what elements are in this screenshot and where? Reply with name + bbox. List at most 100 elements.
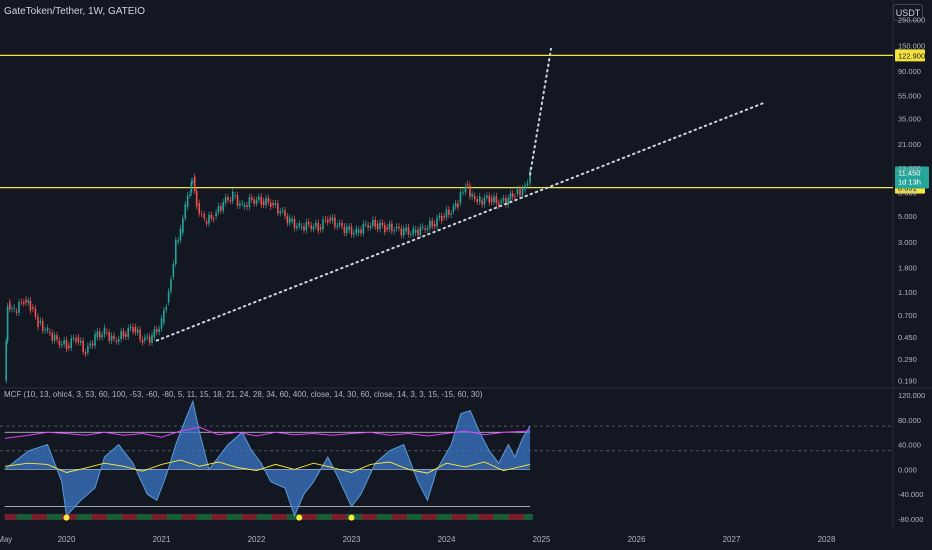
indicator-band-cell: [100, 513, 104, 520]
candle-body: [243, 205, 246, 208]
candle-body: [172, 263, 175, 277]
candle-body: [49, 331, 51, 334]
candle-body: [395, 226, 398, 229]
candle-body: [303, 226, 305, 231]
x-axis: May 2020 2021 2022 2023 2024 2025 2026 2027 2028: [0, 535, 836, 544]
indicator-band-cell: [250, 513, 254, 520]
candle-body: [82, 340, 84, 353]
candle-body: [353, 233, 355, 235]
indicator-band-cell: [199, 513, 203, 520]
candle-body: [398, 226, 400, 229]
candle-body: [193, 176, 196, 191]
indicator-band-cell: [4, 513, 8, 520]
x-tick-label: 2021: [153, 535, 171, 544]
indicator-band-cell: [49, 513, 53, 520]
bottom-marker-dot: [348, 514, 355, 521]
candle-body: [72, 338, 75, 339]
candle-body: [146, 336, 149, 338]
candle-body: [182, 218, 184, 233]
indicator-band-cell: [466, 513, 470, 520]
indicator-band-cell: [373, 513, 377, 520]
candle-body: [11, 308, 13, 310]
candle-body: [269, 202, 272, 207]
indicator-band-cell: [226, 513, 230, 520]
candle-body: [46, 327, 49, 331]
indicator-band-cell: [490, 513, 494, 520]
indicator-band-cell: [184, 513, 188, 520]
indicator-band-cell: [136, 513, 140, 520]
indicator-band-cell: [85, 513, 89, 520]
main-grid: [0, 0, 932, 530]
candle-body: [379, 222, 381, 230]
candle-body: [163, 310, 165, 323]
candle-body: [125, 333, 127, 337]
indicator-band-cell: [13, 513, 17, 520]
price-line-label: 122.900: [898, 51, 925, 60]
indicator-band-cell: [157, 513, 161, 520]
candle-body: [227, 197, 229, 201]
candle-body: [144, 337, 146, 341]
candle-body: [241, 203, 244, 205]
candle-body: [148, 336, 151, 343]
candle-body: [136, 329, 139, 333]
indicator-band-cell: [301, 513, 305, 520]
last-price-badge: [895, 166, 929, 189]
indicator-band-cell: [385, 513, 389, 520]
indicator-band-cell: [256, 513, 260, 520]
indicator-band-cell: [520, 513, 524, 520]
candle-body: [490, 197, 493, 203]
indicator-band-cell: [508, 513, 512, 520]
candle-body: [267, 198, 270, 203]
candle-body: [229, 200, 232, 202]
candle-body: [236, 195, 239, 206]
candle-body: [505, 198, 507, 205]
indicator-band-cell: [97, 513, 101, 520]
projection-lines: [155, 47, 766, 342]
candle-body: [103, 327, 106, 335]
indicator-band-cell: [382, 513, 386, 520]
indicator-band-cell: [274, 513, 278, 520]
indicator-band-cell: [31, 513, 35, 520]
indicator-band-cell: [172, 513, 176, 520]
indicator-band-cell: [163, 513, 167, 520]
indicator-band-cell: [403, 513, 407, 520]
indicator-band-cell: [322, 513, 326, 520]
indicator-band-cell: [244, 513, 248, 520]
indicator-band-cell: [475, 513, 479, 520]
candle-body: [488, 195, 491, 203]
candle-body: [113, 335, 115, 339]
candle-body: [315, 222, 317, 227]
candle-body: [115, 340, 118, 342]
candle-body: [277, 203, 279, 214]
candle-body: [120, 331, 122, 340]
projection-line: [155, 101, 766, 342]
candle-body: [391, 223, 393, 232]
indicator-band-cell: [316, 513, 320, 520]
indicator-band-cell: [22, 513, 26, 520]
candle-body: [322, 219, 324, 230]
candle-body: [65, 340, 68, 350]
indicator-band-cell: [283, 513, 287, 520]
candle-body: [362, 223, 365, 234]
indicator-band-cell: [175, 513, 179, 520]
candle-body: [288, 217, 291, 224]
chart-title: GateToken/Tether, 1W, GATEIO: [4, 6, 145, 17]
main-y-axis: 250.000 150.000 90.000 55.000 35.000 21.000 13…: [898, 16, 925, 386]
candle-body: [350, 226, 353, 235]
indicator-band-cell: [217, 513, 221, 520]
indicator-band-cell: [202, 513, 206, 520]
candle-body: [208, 214, 210, 224]
indicator-band-cell: [331, 513, 335, 520]
candle-body: [58, 340, 61, 346]
indicator-band-cell: [91, 513, 95, 520]
indicator-band-cell: [484, 513, 488, 520]
candle-body: [298, 223, 301, 227]
candle-body: [87, 345, 89, 353]
indicator-band-cell: [313, 513, 317, 520]
indicator-band-cell: [442, 513, 446, 520]
candle-body: [255, 199, 258, 204]
indicator-band-cell: [325, 513, 329, 520]
candle-body: [151, 334, 153, 343]
indicator-band-cell: [160, 513, 164, 520]
